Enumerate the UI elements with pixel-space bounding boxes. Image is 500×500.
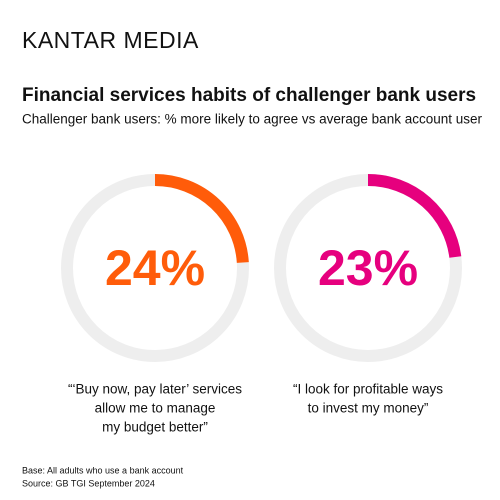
value-label: 23% [318, 240, 418, 296]
caption: to invest my money” [308, 401, 429, 416]
caption: “‘Buy now, pay later’ services [68, 382, 242, 397]
footnote: Source: GB TGI September 2024 [22, 478, 155, 488]
footnote: Base: All adults who use a bank account [22, 465, 184, 475]
brand: KANTAR MEDIA [22, 27, 199, 53]
subtitle: Challenger bank users: % more likely to … [22, 112, 482, 127]
ring-arc [154, 174, 249, 263]
ring-arc [367, 174, 462, 258]
title: Financial services habits of challenger … [22, 85, 476, 106]
caption: my budget better” [102, 420, 208, 435]
value-label: 24% [105, 240, 205, 296]
caption: “I look for profitable ways [293, 382, 443, 397]
caption: allow me to manage [95, 401, 216, 416]
